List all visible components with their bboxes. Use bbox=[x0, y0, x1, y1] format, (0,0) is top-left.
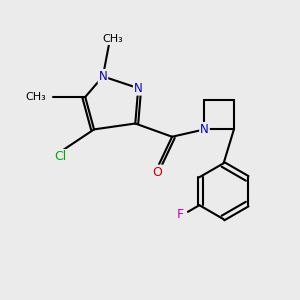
Text: CH₃: CH₃ bbox=[103, 34, 124, 44]
Text: Cl: Cl bbox=[54, 150, 66, 163]
Text: N: N bbox=[98, 70, 107, 83]
Text: CH₃: CH₃ bbox=[26, 92, 46, 102]
Text: O: O bbox=[152, 166, 162, 178]
Text: N: N bbox=[134, 82, 142, 95]
Text: N: N bbox=[200, 123, 209, 136]
Text: F: F bbox=[176, 208, 184, 221]
